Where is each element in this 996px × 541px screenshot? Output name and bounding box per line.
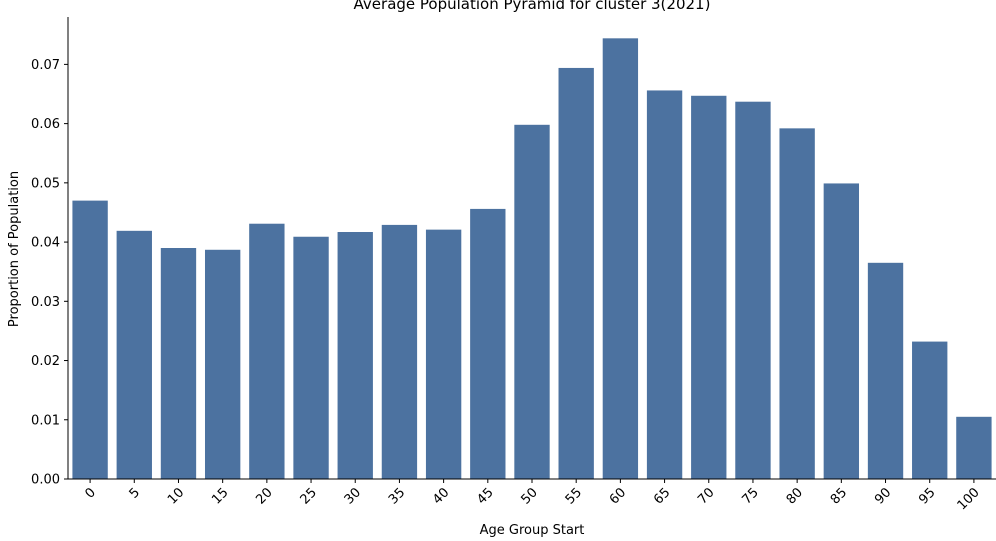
x-tick-label: 20 [253,485,275,507]
x-tick-label: 35 [386,485,408,507]
y-tick-label: 0.05 [31,176,60,191]
bar-90 [867,262,904,479]
x-tick-label: 0 [82,485,98,501]
x-tick-label: 90 [872,485,894,507]
bar-75 [735,101,771,479]
bars-layer [72,38,992,480]
x-tick-label: 85 [828,485,850,507]
y-axis-label: Proportion of Population [7,171,22,327]
x-tick-label: 95 [916,485,938,507]
y-tick-label: 0.00 [31,473,60,488]
x-tick-label: 55 [563,485,585,507]
bar-25 [293,236,329,479]
bar-50 [514,124,550,480]
bar-85 [823,183,860,479]
bar-20 [249,223,285,479]
x-tick-label: 60 [607,485,629,507]
y-tick-label: 0.06 [31,117,60,132]
y-tick-label: 0.03 [31,295,60,310]
bar-0 [72,200,108,479]
bar-95 [912,341,948,479]
x-tick-label: 50 [519,485,541,507]
bar-5 [116,230,152,479]
bar-65 [646,90,683,479]
bar-15 [204,249,241,479]
x-tick-label: 65 [651,485,673,507]
bar-100 [956,416,992,479]
x-tick-label: 45 [474,485,496,507]
bar-30 [337,232,373,479]
x-tick-label: 70 [695,485,717,507]
bar-60 [602,38,639,479]
x-axis-label: Age Group Start [480,523,585,537]
bar-80 [779,128,815,479]
y-tick-label: 0.07 [31,58,60,73]
x-tick-label: 5 [127,485,143,501]
axes-layer: 0.00 0.01 0.02 0.03 0.04 0.05 0.06 0.07 0 5 10 15 20… [31,17,996,513]
x-tick-label: 30 [342,485,364,507]
bar-70 [691,95,727,480]
x-tick-label: 100 [955,485,983,513]
x-tick-label: 40 [430,485,452,507]
x-tick-label: 75 [739,485,761,507]
bar-45 [470,208,506,479]
y-tick-label: 0.02 [31,354,60,369]
bar-10 [160,248,197,479]
x-tick-label: 10 [165,485,187,507]
y-tick-label: 0.04 [31,236,60,251]
bar-35 [381,224,418,479]
y-tick-label: 0.01 [31,413,60,428]
bar-55 [558,67,594,479]
x-tick-label: 15 [209,485,231,507]
x-tick-label: 80 [784,485,806,507]
bar-40 [425,229,462,479]
x-tick-label: 25 [298,485,320,507]
chart-title: Average Population Pyramid for cluster 3… [354,0,711,13]
